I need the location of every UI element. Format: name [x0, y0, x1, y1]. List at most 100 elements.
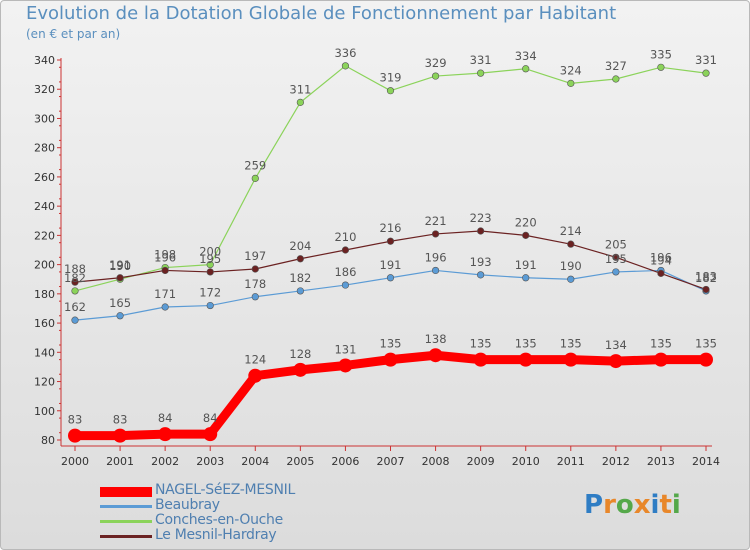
data-label-3: 195 [199, 252, 221, 266]
data-label-0: 84 [158, 411, 173, 425]
data-label-2: 329 [425, 56, 447, 70]
y-tick-label: 140 [34, 346, 55, 359]
data-point-0 [113, 428, 128, 443]
data-point-2 [522, 65, 530, 73]
data-point-3 [702, 285, 710, 294]
data-label-3: 196 [154, 250, 176, 264]
data-point-1 [341, 281, 350, 289]
data-label-2: 327 [605, 59, 627, 73]
data-point-3 [522, 231, 530, 239]
y-tick-label: 240 [34, 200, 55, 213]
chart-title: Evolution de la Dotation Globale de Fonc… [26, 3, 617, 24]
data-point-0 [293, 362, 308, 377]
data-label-0: 128 [289, 347, 311, 361]
legend-swatch-conches [100, 520, 152, 523]
y-tick-label: 180 [34, 288, 55, 301]
data-label-3: 188 [64, 262, 86, 276]
data-label-3: 191 [109, 258, 131, 272]
data-point-1 [161, 303, 169, 311]
y-tick-label: 340 [34, 54, 55, 67]
data-point-0 [428, 348, 443, 363]
data-point-3 [341, 246, 350, 254]
data-point-1 [477, 271, 485, 279]
proxiti-logo: Proxiti [584, 490, 681, 520]
logo-letter: i [671, 490, 681, 520]
data-point-2 [341, 62, 350, 70]
x-tick-label: 2003 [196, 455, 224, 468]
data-label-3: 210 [334, 230, 356, 244]
data-label-2: 190 [109, 259, 131, 273]
data-label-3: 214 [560, 224, 582, 238]
x-tick-label: 2002 [151, 455, 179, 468]
data-label-0: 124 [244, 353, 266, 367]
data-point-3 [206, 268, 214, 276]
data-label-1: 190 [560, 259, 582, 273]
data-point-1 [71, 316, 79, 324]
data-label-0: 135 [695, 337, 717, 351]
y-tick-label: 300 [34, 112, 55, 125]
data-point-1 [386, 274, 395, 282]
y-tick-label: 200 [34, 259, 55, 272]
y-tick-label: 100 [34, 405, 55, 418]
logo-letter: P [584, 490, 604, 520]
data-point-3 [116, 274, 124, 282]
data-point-0 [563, 352, 578, 367]
data-point-3 [386, 237, 395, 245]
data-point-0 [203, 427, 218, 442]
legend-label-beaubray: Beaubray [155, 497, 220, 513]
logo-letter: o [615, 490, 634, 520]
data-label-0: 83 [68, 413, 83, 427]
data-label-0: 135 [470, 337, 492, 351]
data-label-1: 182 [695, 271, 717, 285]
data-point-0 [158, 427, 173, 442]
data-label-1: 178 [244, 277, 266, 291]
data-point-0 [608, 354, 623, 369]
x-tick-label: 2001 [106, 455, 134, 468]
data-point-1 [116, 312, 124, 320]
data-label-1: 191 [380, 258, 402, 272]
legend-label-conches: Conches-en-Ouche [155, 512, 283, 528]
data-point-1 [522, 274, 530, 282]
x-tick-label: 2006 [331, 455, 359, 468]
chart-subtitle: (en € et par an) [26, 27, 121, 41]
data-label-3: 194 [650, 253, 672, 267]
logo-letter: i [650, 490, 660, 520]
data-labels: 182 190 198 200 259 311 336 319 329 331 334 324 327 3… [64, 46, 717, 427]
data-label-1: 195 [605, 252, 627, 266]
x-tick-label: 2005 [286, 455, 314, 468]
y-tick-label: 220 [34, 229, 55, 242]
data-point-3 [251, 265, 259, 273]
data-point-0 [473, 352, 488, 367]
y-tick-label: 80 [41, 434, 55, 447]
data-point-0 [653, 352, 668, 367]
logo-letter: r [603, 490, 616, 520]
data-label-3: 221 [425, 214, 447, 228]
data-label-1: 191 [515, 258, 537, 272]
data-label-0: 134 [605, 338, 627, 352]
data-label-3: 205 [605, 237, 627, 251]
logo-letter: t [659, 490, 672, 520]
data-label-3: 204 [289, 239, 311, 253]
x-tick-label: 2008 [422, 455, 450, 468]
data-label-0: 84 [203, 411, 218, 425]
data-label-2: 336 [334, 46, 356, 60]
data-label-3: 183 [695, 269, 717, 283]
data-label-3: 220 [515, 215, 537, 229]
legend-swatch-beaubray [100, 505, 152, 508]
data-label-2: 319 [380, 71, 402, 85]
data-point-1 [612, 268, 620, 276]
data-point-2 [71, 287, 79, 295]
axes: 80 100 120 140 160 180 200 220 240 260 280 300 320 34… [34, 54, 720, 468]
data-point-0 [248, 368, 263, 383]
data-label-0: 135 [560, 337, 582, 351]
data-point-1 [431, 266, 440, 275]
data-point-0 [699, 352, 713, 367]
data-label-1: 162 [64, 300, 86, 314]
data-point-3 [71, 278, 79, 286]
data-label-2: 259 [244, 158, 266, 172]
data-point-0 [518, 352, 533, 367]
y-tick-label: 120 [34, 376, 55, 389]
data-point-2 [477, 69, 485, 77]
data-point-2 [431, 72, 440, 80]
